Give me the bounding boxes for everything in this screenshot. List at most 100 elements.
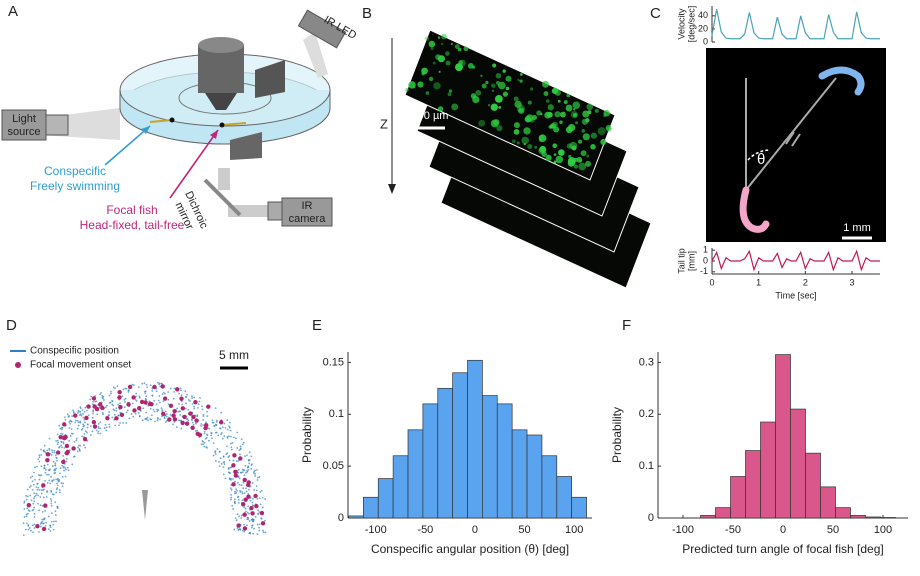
trajectory-dot: [56, 439, 59, 442]
onset-dot: [233, 473, 239, 478]
trajectory-dot: [84, 421, 86, 424]
signal: [481, 83, 487, 89]
trajectory-dot: [60, 482, 63, 485]
signal: [581, 118, 588, 125]
trajectory-dot: [239, 448, 242, 451]
objective-top: [198, 37, 244, 53]
trajectory-dot: [55, 467, 58, 470]
conspecific-fish: [149, 119, 173, 123]
signal: [538, 138, 543, 142]
trajectory-dot: [173, 421, 176, 423]
trajectory-dot: [179, 410, 182, 413]
trajectory-dot: [230, 494, 232, 496]
trajectory-dot: [205, 421, 207, 424]
trajectory-dot: [50, 454, 53, 456]
trajectory-dot: [180, 389, 182, 392]
trajectory-dot: [235, 437, 237, 440]
trajectory-dot: [64, 419, 67, 421]
y-tick-label: 20: [698, 23, 708, 33]
trajectory-dot: [27, 495, 29, 498]
trajectory-dot: [56, 433, 59, 436]
trajectory-dot: [76, 412, 79, 414]
trajectory-dot: [87, 414, 90, 417]
conspecific-label: Conspecific: [44, 164, 106, 178]
panel-label: E: [312, 317, 322, 334]
trajectory-dot: [72, 409, 74, 412]
trajectory-dot: [97, 432, 99, 435]
trajectory-dot: [83, 444, 85, 446]
trajectory-dot: [65, 460, 68, 463]
trajectory-dot: [56, 484, 59, 487]
signal: [519, 79, 523, 83]
trajectory-dot: [132, 415, 135, 418]
trajectory-dot: [77, 424, 80, 427]
onset-dot: [238, 456, 243, 461]
trajectory-dot: [237, 481, 239, 484]
trajectory-dot: [246, 470, 249, 473]
trajectory-dot: [49, 526, 52, 528]
trajectory-dot: [211, 421, 214, 424]
trajectory-dot: [221, 437, 224, 440]
x-tick-label: 50: [827, 524, 839, 536]
trajectory-dot: [55, 520, 57, 523]
bar: [745, 450, 761, 519]
trajectory-dot: [110, 392, 112, 395]
onset-dot: [100, 405, 105, 411]
arrow-head: [141, 126, 150, 134]
signal: [451, 103, 459, 111]
trajectory-dot: [241, 499, 244, 502]
trajectory-dot: [179, 414, 182, 416]
trajectory-dot: [149, 418, 152, 420]
trajectory-dot: [65, 457, 68, 460]
onset-dot: [182, 414, 187, 420]
trajectory-dot: [86, 426, 89, 429]
onset-dot: [246, 494, 251, 499]
trajectory-dot: [237, 468, 240, 471]
onset-dot: [82, 436, 88, 442]
y-tick-label: 0.05: [323, 460, 344, 472]
trajectory-dot: [50, 489, 52, 492]
signal: [568, 154, 572, 159]
trajectory-dot: [223, 435, 226, 438]
onset-dot: [41, 526, 47, 532]
trajectory-dot: [200, 443, 203, 446]
trajectory-dot: [41, 511, 44, 513]
trajectory-dot: [251, 518, 254, 520]
trajectory-dot: [25, 515, 28, 518]
trajectory-dot: [56, 459, 58, 462]
trajectory-dot: [73, 455, 76, 458]
trajectory-dot: [157, 399, 160, 402]
trajectory-dot: [23, 508, 26, 510]
signal: [480, 74, 483, 78]
trajectory-dot: [253, 489, 256, 491]
camera-label: IR: [302, 200, 313, 212]
trajectory-dot: [194, 422, 197, 425]
trajectory-dot: [31, 480, 34, 483]
y-tick-label: 1: [703, 245, 708, 255]
trajectory-dot: [164, 410, 167, 413]
trajectory-dot: [173, 387, 176, 390]
signal: [542, 80, 549, 88]
trajectory-dot: [220, 462, 223, 465]
x-tick-label: 50: [518, 524, 530, 536]
trajectory-dot: [187, 399, 190, 401]
trajectory-dot: [89, 425, 92, 427]
signal: [435, 54, 441, 60]
trajectory-dot: [169, 413, 172, 416]
bar: [805, 452, 821, 519]
trajectory-dot: [256, 497, 259, 500]
trajectory-dot: [58, 479, 61, 481]
trajectory-dot: [162, 400, 165, 402]
x-axis-label: Conspecific angular position (θ) [deg]: [371, 542, 569, 556]
trajectory-dot: [230, 478, 232, 481]
trajectory-dot: [237, 472, 239, 474]
signal: [490, 103, 499, 111]
trajectory-dot: [40, 448, 42, 451]
trajectory-dot: [23, 516, 26, 518]
trajectory-dot: [231, 441, 234, 444]
bar: [422, 403, 439, 519]
bar: [467, 359, 483, 519]
trajectory-dot: [144, 390, 146, 393]
onset-dot: [119, 412, 125, 418]
signal: [405, 87, 409, 92]
